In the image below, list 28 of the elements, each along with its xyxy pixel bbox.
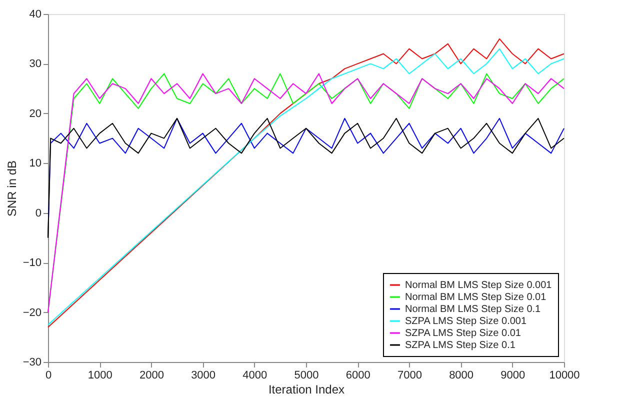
y-tick-label: 30 (29, 58, 42, 70)
x-tick-label: 1000 (88, 370, 112, 382)
line-series (48, 118, 564, 238)
x-tick-label: 9000 (500, 370, 526, 382)
y-tick-label: 20 (29, 108, 42, 120)
x-tick-label: 6000 (346, 370, 370, 382)
y-tick-label: 40 (29, 8, 42, 20)
x-tick-label: 4000 (242, 370, 268, 382)
x-tick-label: 5000 (294, 370, 319, 382)
legend-label: Normal BM LMS Step Size 0.001 (405, 280, 552, 291)
y-tick-label: −30 (22, 356, 42, 368)
x-tick-label: 8000 (449, 370, 474, 382)
y-tick-label: 0 (35, 207, 42, 220)
x-axis-title: Iteration Index (268, 382, 345, 396)
x-tick-label: 3000 (191, 370, 216, 382)
y-tick-label: −20 (22, 306, 42, 319)
legend-label: SZPA LMS Step Size 0.01 (405, 328, 522, 339)
legend-label: Normal BM LMS Step Size 0.01 (405, 292, 547, 303)
y-axis-title: SNR in dB (4, 160, 19, 217)
x-tick-label: 10000 (549, 370, 580, 382)
x-tick-label: 2000 (139, 370, 164, 382)
y-tick-label: 10 (29, 158, 42, 170)
legend-label: SZPA LMS Step Size 0.1 (405, 340, 516, 351)
y-tick-label: −10 (22, 257, 42, 270)
legend-label: SZPA LMS Step Size 0.001 (405, 316, 527, 327)
legend-label: Normal BM LMS Step Size 0.1 (405, 304, 542, 315)
x-tick-label: 0 (45, 370, 52, 382)
x-tick-label: 7000 (397, 370, 422, 382)
